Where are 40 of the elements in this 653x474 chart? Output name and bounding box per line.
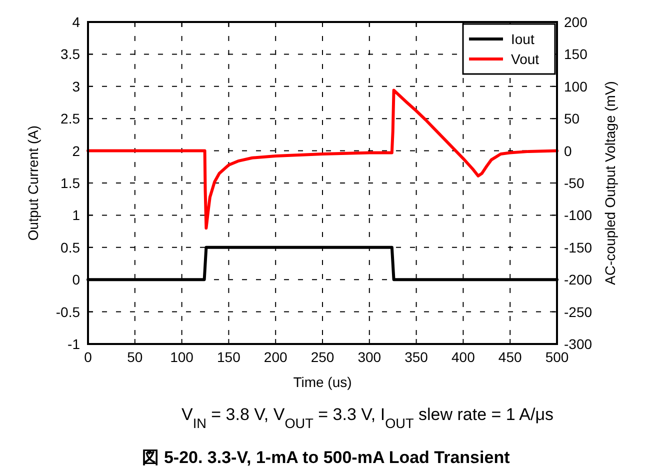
x-tick-label: 200 bbox=[264, 349, 288, 365]
x-tick-label: 350 bbox=[404, 349, 428, 365]
y2-tick-label: 0 bbox=[564, 142, 572, 159]
y2-tick-label: -100 bbox=[564, 207, 592, 224]
y-tick-label: -0.5 bbox=[56, 304, 80, 320]
y-tick-label: 3 bbox=[72, 78, 80, 94]
x-tick-label: 100 bbox=[170, 349, 194, 365]
y-axis-title: Output Current (A) bbox=[25, 125, 41, 241]
y2-tick-label: -250 bbox=[564, 304, 592, 320]
y-tick-label: 0.5 bbox=[60, 239, 80, 256]
y2-axis-title: AC-coupled Output Voltage (mV) bbox=[602, 81, 618, 285]
text: 図 5-20. 3.3-V, 1-mA to 500-mA Load Transient bbox=[142, 448, 510, 467]
y2-tick-label: 200 bbox=[564, 14, 588, 30]
y-tick-label: 4 bbox=[72, 14, 80, 30]
y-tick-label: 0 bbox=[72, 272, 80, 288]
y-tick-label: 1.5 bbox=[60, 175, 80, 191]
y2-tick-label: -150 bbox=[564, 239, 592, 256]
y-tick-label: 1 bbox=[72, 207, 80, 224]
text: V$_{IN}$ = 3.8 V, V$_{OUT}$ = 3.3 V, I$_{OUT}$ slew rate = 1 A/μs bbox=[181, 405, 554, 430]
x-axis-title: Time (us) bbox=[293, 374, 352, 390]
y2-tick-label: 150 bbox=[564, 46, 588, 62]
y-tick-label: 2 bbox=[72, 142, 80, 159]
x-tick-label: 150 bbox=[217, 349, 241, 365]
y2-tick-label: -200 bbox=[564, 272, 592, 288]
x-tick-label: 0 bbox=[84, 349, 92, 365]
y2-tick-label: 50 bbox=[564, 110, 580, 127]
x-tick-label: 250 bbox=[310, 349, 334, 365]
x-tick-label: 400 bbox=[452, 349, 476, 365]
x-tick-label: 300 bbox=[358, 349, 382, 365]
x-tick-label: 50 bbox=[127, 349, 143, 365]
y-tick-label: -1 bbox=[68, 336, 80, 352]
x-tick-label: 500 bbox=[545, 349, 569, 365]
legend-label: Iout bbox=[511, 31, 534, 47]
y2-tick-label: 100 bbox=[564, 78, 588, 94]
y2-tick-label: -50 bbox=[564, 175, 584, 191]
y-tick-label: 3.5 bbox=[60, 46, 80, 62]
x-tick-label: 450 bbox=[498, 349, 522, 365]
y2-tick-label: -300 bbox=[564, 336, 592, 352]
y-tick-label: 2.5 bbox=[60, 110, 80, 127]
legend-label: Vout bbox=[511, 51, 540, 67]
